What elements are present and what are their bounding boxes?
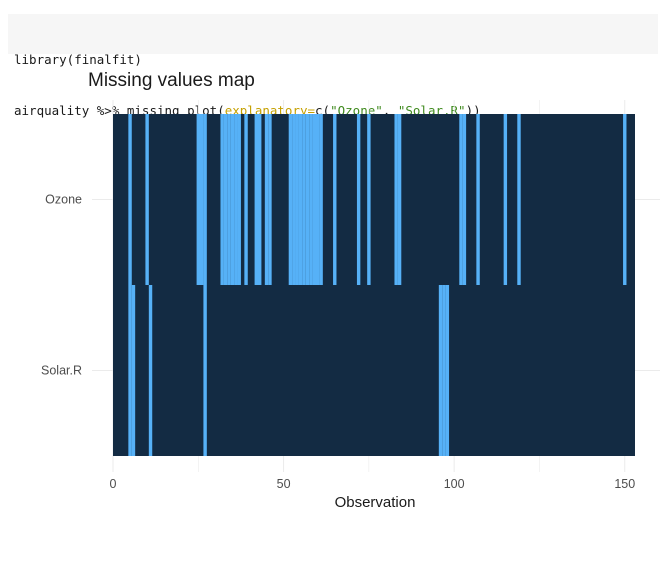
x-axis-title: Observation [335,494,416,511]
missing-tile [145,114,149,285]
missing-values-figure: Missing values map Ozone Solar.R 0 50 100 15… [0,60,666,569]
missing-tile [223,114,228,285]
missing-tile [503,114,508,285]
missing-tile [397,114,402,285]
missing-tile [230,114,235,285]
missing-tile [295,114,299,285]
x-tick-label: 150 [614,477,635,491]
missing-tile [237,114,241,285]
present-row-ozone [113,114,635,285]
missing-tile [268,114,272,285]
missing-tile [148,285,153,456]
y-axis-labels: Ozone Solar.R [41,193,82,378]
missing-tile [333,114,337,285]
x-tick-label: 50 [277,477,291,491]
missing-tile [517,114,521,285]
present-row-solar-r [113,285,635,456]
code-line-1: library(finalfit) [14,52,142,67]
missing-tile [203,114,207,285]
missing-tile [302,114,306,285]
missing-tile [200,114,204,285]
missing-tile [356,114,361,285]
missing-tile [128,285,132,456]
missing-tile [319,114,323,285]
chart-title: Missing values map [88,70,255,91]
x-axis-labels: 0 50 100 150 [110,477,636,491]
missing-tile [234,114,238,285]
y-tick-label: Ozone [45,193,82,207]
missing-tile [316,114,320,285]
code-block: library(finalfit) airquality %>% missing… [8,14,658,118]
missing-tile [220,114,224,285]
missing-tile [288,114,293,285]
missing-tile [367,114,371,285]
x-tick-label: 0 [110,477,117,491]
missing-values-chart: Missing values map Ozone Solar.R 0 50 100 15… [41,70,660,511]
missing-tile [254,114,258,285]
missing-tile [476,114,480,285]
missing-tile [131,285,136,456]
missing-tile [445,285,450,456]
missing-tile [312,114,316,285]
missing-tile [462,114,467,285]
missing-tile [394,114,398,285]
missing-tile [196,114,200,285]
missing-tile [623,114,627,285]
code-token-separator: , [382,103,398,118]
missing-tile [227,114,231,285]
missing-tile [459,114,463,285]
missing-tile [298,114,303,285]
missing-tile [258,114,262,285]
missing-tile [309,114,313,285]
missing-tile [305,114,310,285]
missing-tile [442,285,446,456]
x-tick-label: 100 [444,477,465,491]
missing-tile [438,285,443,456]
y-tick-label: Solar.R [41,364,82,378]
missing-tile [203,285,207,456]
tile-layer [113,114,635,456]
missing-tile [292,114,296,285]
missing-tile [128,114,132,285]
missing-tile [244,114,248,285]
missing-tile [264,114,269,285]
